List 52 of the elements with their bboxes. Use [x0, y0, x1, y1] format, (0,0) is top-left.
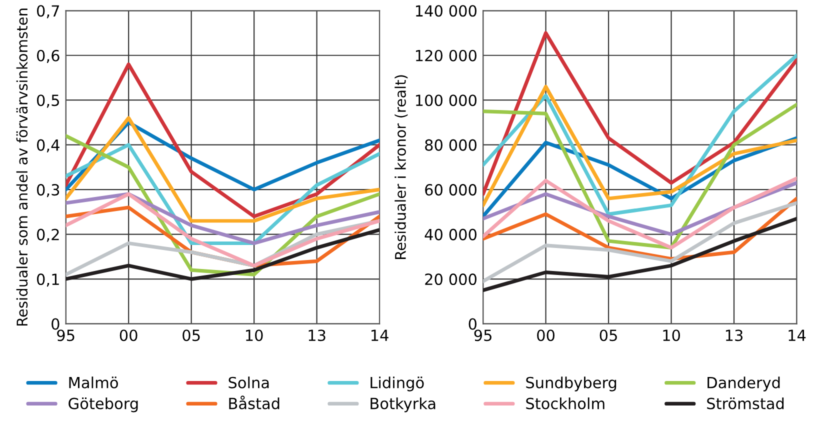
legend-label: Lidingö: [370, 376, 424, 392]
x-tick-label: 10: [663, 330, 680, 342]
y-axis-title: Residualer som andel av förvärvsinkomsten: [16, 8, 28, 326]
legend-label: Stockholm: [526, 397, 604, 410]
x-tick-label: 05: [600, 330, 617, 342]
line-series: [483, 31, 797, 196]
y-tick-label: 0,4: [37, 139, 60, 152]
y-tick-label: 0,1: [37, 273, 59, 287]
x-tick-label: 00: [120, 330, 138, 342]
x-tick-label: 13: [308, 330, 326, 342]
line-series: [483, 216, 797, 292]
y-tick-label: 0,6: [37, 50, 60, 63]
line-series: [66, 228, 380, 281]
y-tick-label: 140 000: [416, 5, 476, 17]
y-tick-label: 40 000: [424, 228, 476, 240]
legend-label: Sundbyberg: [526, 376, 616, 392]
line-series: [483, 84, 797, 208]
legend-label: Strömstad: [707, 397, 784, 410]
y-tick-label: 60 000: [425, 184, 476, 196]
x-tick-label: 95: [474, 330, 492, 342]
x-tick-label: 10: [246, 330, 263, 342]
y-axis-title: Residualer i kronor (realt): [394, 75, 408, 259]
legend-label: Solna: [228, 376, 269, 388]
line-series: [483, 102, 797, 250]
line-series: [66, 116, 380, 223]
legend-label: Botkyrka: [370, 397, 436, 412]
line-series: [483, 176, 797, 250]
y-tick-label: 0: [52, 318, 60, 330]
x-tick-label: 14: [371, 330, 388, 341]
x-tick-label: 00: [537, 330, 554, 342]
y-tick-label: 120 000: [416, 50, 476, 62]
legend-label: Malmö: [69, 376, 118, 388]
line-series: [66, 62, 380, 218]
y-tick-label: 0: [468, 318, 476, 330]
y-tick-label: 0,2: [37, 228, 59, 242]
y-tick-label: 0,7: [37, 5, 59, 18]
line-series: [66, 192, 380, 268]
y-tick-label: 80 000: [425, 139, 476, 151]
legend-label: Båstad: [229, 396, 280, 410]
x-tick-label: 13: [726, 330, 742, 342]
y-tick-label: 100 000: [416, 94, 476, 106]
line-series: [66, 192, 380, 246]
y-tick-label: 20 000: [425, 273, 476, 286]
x-tick-label: 95: [57, 330, 74, 342]
x-tick-label: 14: [788, 330, 806, 341]
y-tick-label: 0,3: [37, 184, 60, 198]
line-series: [483, 201, 797, 284]
line-series: [483, 54, 797, 216]
x-tick-label: 05: [182, 330, 200, 342]
legend-label: Göteborg: [68, 397, 138, 412]
y-tick-label: 0,5: [37, 94, 59, 108]
legend-label: Danderyd: [708, 376, 780, 392]
